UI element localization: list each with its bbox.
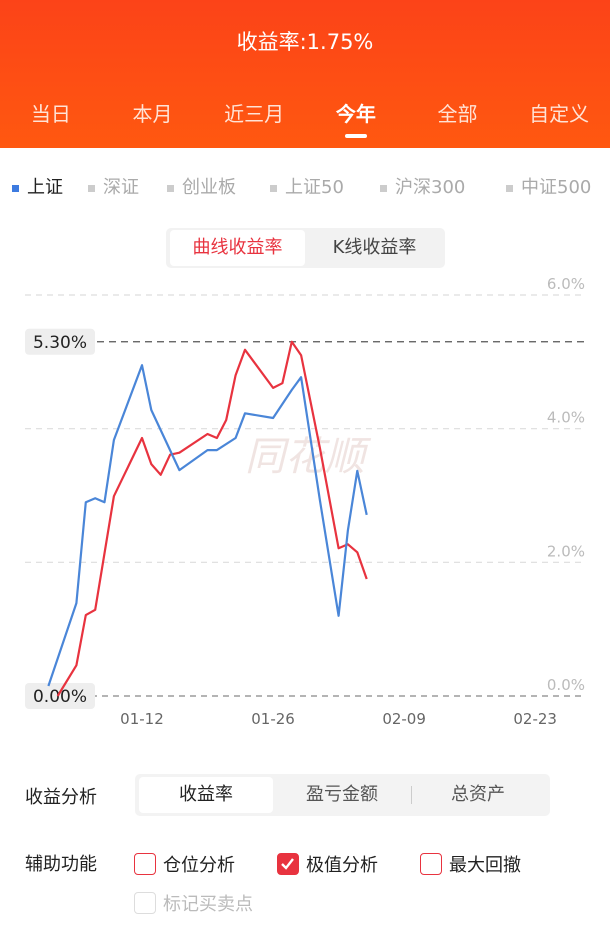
analysis-option[interactable]: 盈亏金额 — [306, 784, 378, 805]
analysis-option[interactable]: 总资产 — [451, 784, 505, 805]
period-tab[interactable]: 今年 — [335, 102, 376, 126]
y-tick-label: 4.0% — [547, 409, 585, 427]
checkbox — [134, 892, 156, 914]
index-item[interactable]: 上证50 — [270, 173, 344, 199]
separator — [411, 786, 412, 804]
x-tick-label: 02-09 — [382, 710, 426, 728]
index-label: 创业板 — [182, 177, 236, 198]
index-item[interactable]: 沪深300 — [380, 173, 465, 199]
checkbox[interactable] — [420, 853, 442, 875]
line — [47, 364, 368, 687]
period-tab[interactable]: 当日 — [30, 102, 71, 126]
analysis-label: 收益分析 — [25, 787, 97, 808]
x-tick-label: 01-12 — [120, 710, 164, 728]
header — [0, 0, 610, 148]
index-marker — [380, 184, 387, 192]
analysis-option[interactable]: 收益率 — [139, 777, 273, 813]
header-title: 收益率:1.75% — [236, 30, 374, 54]
index-item[interactable]: 创业板 — [167, 173, 236, 199]
checkbox-label: 极值分析 — [306, 855, 378, 876]
extreme-label-bg — [25, 328, 95, 355]
index-item[interactable]: 上证 — [12, 173, 63, 199]
index-marker — [88, 184, 95, 192]
index-label: 中证500 — [521, 177, 592, 198]
checkbox-label: 标记买卖点 — [163, 894, 253, 915]
checkbox-label: 最大回撤 — [449, 855, 521, 876]
checkbox-label: 仓位分析 — [163, 855, 235, 876]
chart-mode-toggle: 曲线收益率 K线收益率 — [166, 228, 445, 268]
index-label: 上证50 — [285, 177, 344, 198]
extreme-label: 0.00% — [33, 687, 87, 707]
chart-mode-option[interactable]: 曲线收益率 — [170, 230, 305, 266]
index-label: 深证 — [103, 177, 139, 198]
y-tick-label: 2.0% — [547, 542, 585, 560]
index-item[interactable]: 深证 — [88, 173, 139, 199]
x-tick-label: 01-26 — [251, 710, 295, 728]
period-tab[interactable]: 近三月 — [224, 102, 285, 126]
chart: 同花顺 0.0% 2.0% 4.0% 6.0% 01-12 01-26 02-09 02-23 5… — [25, 275, 585, 728]
analysis-toggle: 收益率 盈亏金额 总资产 — [135, 774, 550, 816]
line — [56, 340, 368, 697]
checkbox[interactable] — [134, 853, 156, 875]
index-marker — [506, 184, 513, 192]
check-icon — [281, 858, 294, 870]
extreme-label-bg — [25, 683, 95, 709]
tab-underline — [344, 134, 367, 138]
watermark: 同花顺 — [245, 434, 372, 480]
tools-label: 辅助功能 — [25, 854, 97, 875]
index-marker — [270, 184, 277, 192]
index-marker — [167, 184, 174, 192]
extreme-label: 5.30% — [33, 333, 87, 353]
period-tab[interactable]: 自定义 — [529, 102, 590, 126]
index-marker — [12, 184, 19, 192]
x-tick-label: 02-23 — [513, 710, 557, 728]
index-label: 沪深300 — [395, 177, 466, 198]
y-tick-label: 6.0% — [547, 275, 585, 293]
y-tick-label: 0.0% — [547, 676, 585, 694]
checkbox[interactable] — [277, 853, 299, 875]
period-tab[interactable]: 全部 — [437, 102, 478, 126]
chart-mode-option[interactable]: K线收益率 — [332, 237, 417, 258]
period-tab[interactable]: 本月 — [132, 102, 173, 126]
index-label: 上证 — [27, 177, 63, 198]
index-item[interactable]: 中证500 — [506, 173, 591, 199]
